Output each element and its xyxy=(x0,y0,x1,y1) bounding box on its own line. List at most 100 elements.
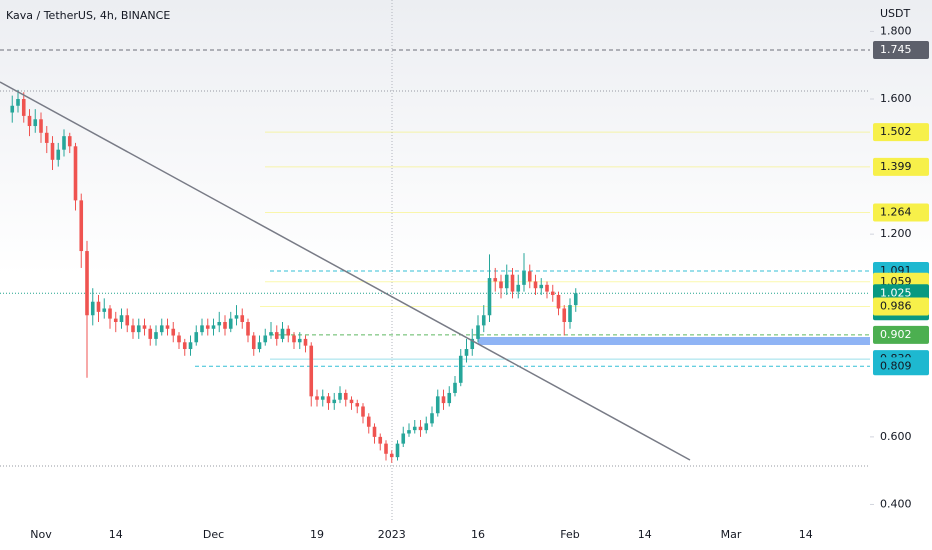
candle-body xyxy=(148,328,153,339)
candle-body xyxy=(447,392,452,404)
y-tick-label: 1.600 xyxy=(880,92,912,105)
candle-body xyxy=(240,315,245,323)
x-tick-label: Feb xyxy=(560,528,579,541)
candle-body xyxy=(73,146,78,201)
candle-body xyxy=(407,430,411,434)
support-zone xyxy=(478,337,870,345)
candle-body xyxy=(85,251,89,316)
y-tick-label: 0.400 xyxy=(880,497,912,510)
candle-body xyxy=(435,396,440,414)
price-label: 1.264 xyxy=(880,206,912,219)
candle-body xyxy=(297,338,302,343)
candle-body xyxy=(481,315,486,326)
candle-body xyxy=(424,423,429,431)
candle-body xyxy=(320,396,325,400)
candle-body xyxy=(200,325,204,333)
candle-body xyxy=(458,355,463,383)
x-tick-label: 19 xyxy=(310,528,324,541)
x-tick-label: 14 xyxy=(799,528,813,541)
candle-body xyxy=(228,318,233,329)
candle-body xyxy=(504,274,509,289)
candle-body xyxy=(33,119,38,127)
chart-title: Kava / TetherUS, 4h, BINANCE xyxy=(6,9,170,22)
candle-body xyxy=(372,426,377,437)
price-label: 1.399 xyxy=(880,160,912,173)
trend-line xyxy=(0,81,691,461)
candle-body xyxy=(303,338,308,346)
candle-body xyxy=(96,301,101,312)
candle-body xyxy=(223,322,227,329)
y-tick-label: 1.800 xyxy=(880,24,912,37)
candle-body xyxy=(286,328,291,336)
candle-body xyxy=(332,399,337,404)
candle-body xyxy=(441,396,446,404)
candle-body xyxy=(389,453,394,458)
price-label-box xyxy=(873,357,929,376)
candle-body xyxy=(527,271,532,282)
candle-body xyxy=(384,443,388,454)
candle-body xyxy=(165,325,170,329)
candle-body xyxy=(568,305,572,323)
candle-body xyxy=(395,443,400,458)
candle-body xyxy=(418,426,423,431)
candle-body xyxy=(21,98,26,116)
candle-body xyxy=(171,328,176,336)
price-label: 1.745 xyxy=(880,43,912,56)
candle-body xyxy=(562,308,567,323)
candle-body xyxy=(131,325,135,333)
candle-body xyxy=(510,274,515,292)
candle-body xyxy=(108,308,112,319)
x-tick-label: Mar xyxy=(721,528,742,541)
price-label-box xyxy=(873,203,929,222)
x-tick-label: Nov xyxy=(30,528,52,541)
y-tick-label: 1.200 xyxy=(880,227,912,240)
candle-body xyxy=(355,403,360,407)
candle-body xyxy=(50,142,55,160)
candle-body xyxy=(39,119,43,133)
candle-body xyxy=(522,271,526,285)
candle-body xyxy=(493,278,498,282)
candle-body xyxy=(343,392,348,400)
candle-body xyxy=(67,136,72,147)
candle-body xyxy=(539,284,544,289)
price-label-box xyxy=(873,325,929,344)
candle-body xyxy=(182,342,187,350)
candle-body xyxy=(159,325,164,333)
price-label: 1.502 xyxy=(880,125,912,138)
price-label: 0.986 xyxy=(880,299,912,312)
candle-body xyxy=(366,416,371,427)
candle-body xyxy=(401,433,406,444)
price-label: 1.025 xyxy=(880,286,912,299)
candle-body xyxy=(556,294,561,309)
candle-body xyxy=(205,325,210,329)
candle-body xyxy=(79,200,84,252)
candle-body xyxy=(16,98,20,106)
candle-body xyxy=(234,315,239,319)
candle-body xyxy=(470,338,475,350)
candle-body xyxy=(292,335,296,343)
candle-body xyxy=(533,281,538,289)
candle-body xyxy=(430,413,434,424)
candle-body xyxy=(102,308,107,312)
candle-body xyxy=(326,396,331,404)
candle-body xyxy=(499,281,503,289)
x-tick-label: 16 xyxy=(471,528,485,541)
candle-body xyxy=(246,322,250,336)
x-tick-label: 14 xyxy=(109,528,123,541)
candle-body xyxy=(464,349,469,356)
price-label: 0.809 xyxy=(880,359,912,372)
x-tick-label: 2023 xyxy=(378,528,406,541)
candle-body xyxy=(269,332,273,336)
candle-body xyxy=(550,291,555,295)
price-label-box xyxy=(873,123,929,142)
candle-body xyxy=(119,315,124,323)
candle-body xyxy=(211,325,216,329)
candle-body xyxy=(125,315,130,326)
candle-body xyxy=(10,105,15,113)
candle-body xyxy=(177,335,181,343)
price-label-box xyxy=(873,41,929,60)
candle-body xyxy=(194,332,199,343)
candle-body xyxy=(309,345,314,397)
